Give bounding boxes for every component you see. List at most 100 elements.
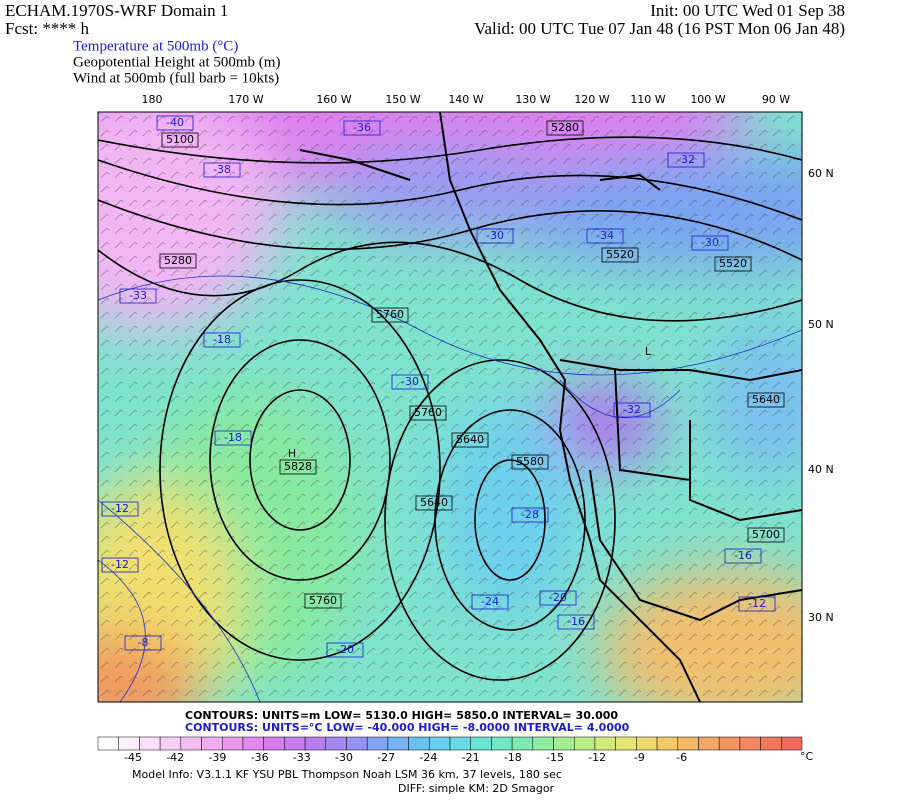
contour-label-box (451, 432, 489, 448)
contour-label: -36 (353, 121, 371, 134)
colorbar-swatch (159, 736, 182, 751)
contour-label-box (557, 614, 595, 630)
contour-label-box (343, 120, 381, 136)
colorbar-swatch (366, 736, 389, 751)
contour-label-box (159, 253, 197, 269)
latitude-label: 50 N (808, 318, 834, 331)
colorbar-swatch (180, 736, 202, 751)
contour-label: -33 (129, 289, 147, 302)
contour-label-box (601, 247, 639, 263)
init-time: Init: 00 UTC Wed 01 Sep 38 (650, 1, 845, 20)
contour-label-box (119, 288, 157, 304)
contour-label-box (409, 405, 447, 421)
colorbar-swatch (284, 736, 306, 751)
colorbar-label: -12 (588, 751, 606, 764)
colorbar-label: -27 (377, 751, 395, 764)
contour-label: -16 (734, 549, 752, 562)
colorbar-swatch (698, 736, 720, 751)
latitude-label: 60 N (808, 167, 834, 180)
colorbar-swatch (532, 736, 554, 751)
contour-label: 5280 (164, 254, 192, 267)
colorbar-swatch (97, 736, 119, 751)
contour-label: -12 (111, 502, 129, 515)
contour-label: -34 (596, 229, 614, 242)
contour-label-box (101, 557, 139, 573)
contour-label-box (326, 642, 364, 658)
colorbar-label: -33 (293, 751, 311, 764)
contour-label: 5580 (516, 455, 544, 468)
contour-label: 5760 (376, 308, 404, 321)
contour-label: -30 (701, 236, 719, 249)
contour-label-box (714, 256, 752, 272)
diff-info: DIFF: simple KM: 2D Smagor (398, 782, 555, 795)
contour-label-box (391, 374, 429, 390)
contour-label-box (511, 454, 549, 470)
colorbar-swatch (346, 736, 368, 751)
contour-label: -32 (623, 403, 641, 416)
contour-label-box (546, 120, 584, 136)
contour-label: 5520 (606, 248, 634, 261)
colorbar-swatch (594, 736, 616, 751)
contour-label-box (724, 548, 762, 564)
contour-label-box (279, 459, 317, 475)
contour-label: -28 (521, 508, 539, 521)
contour-label-box (691, 235, 729, 251)
contour-label-box (415, 495, 453, 511)
contour-label-box (203, 332, 241, 348)
contour-label: L (645, 345, 652, 358)
colorbar-swatch (636, 736, 658, 751)
colorbar-swatch (470, 736, 492, 751)
colorbar-swatch (677, 736, 699, 751)
longitude-label: 180 (142, 93, 163, 106)
contour-label-box (161, 132, 199, 148)
contour-label: -8 (138, 636, 149, 649)
longitude-label: 130 W (515, 93, 550, 106)
colorbar-swatch (263, 736, 285, 751)
contour-label-box (101, 501, 139, 517)
contour-label-box (214, 430, 252, 446)
forecast: Fcst: **** h (5, 19, 90, 38)
contour-label: -18 (224, 431, 242, 444)
colorbar-label: -24 (419, 751, 437, 764)
colorbar-swatch (325, 736, 347, 751)
colorbar-swatch (201, 736, 223, 751)
colorbar-swatch (553, 736, 575, 751)
contour-label: -12 (748, 597, 766, 610)
contour-label: 5828 (284, 460, 312, 473)
colorbar-swatch (304, 736, 327, 751)
colorbar-swatch (718, 736, 741, 751)
longitude-label: 150 W (385, 93, 420, 106)
contour-label-box (586, 228, 624, 244)
contour-label-box (667, 152, 705, 168)
colorbar-swatch (221, 736, 244, 751)
longitude-label: 100 W (690, 93, 725, 106)
model-info: Model Info: V3.1.1 KF YSU PBL Thompson N… (132, 768, 562, 781)
longitude-label: 140 W (448, 93, 483, 106)
contour-label-box (371, 307, 409, 323)
contour-label: -30 (486, 229, 504, 242)
latitude-label: 40 N (808, 463, 834, 476)
colorbar-label: -42 (166, 751, 184, 764)
title: ECHAM.1970S-WRF Domain 1 (5, 1, 228, 20)
colorbar-swatch (242, 736, 264, 751)
contour-label: 5520 (719, 257, 747, 270)
colorbar-swatch (511, 736, 534, 751)
contour-label-box (476, 228, 514, 244)
contour-label: -20 (549, 591, 567, 604)
colorbar-label: -15 (546, 751, 564, 764)
contour-label-box (747, 527, 785, 543)
colorbar-swatch (781, 736, 803, 751)
colorbar-label: -45 (124, 751, 142, 764)
colorbar-label: -36 (251, 751, 269, 764)
contour-label: 5280 (551, 121, 579, 134)
height-contours (98, 136, 802, 681)
colorbar-swatch (491, 736, 513, 751)
colorbar-swatch (387, 736, 409, 751)
colorbar-label: -30 (335, 751, 353, 764)
field-label: Geopotential Height at 500mb (m) (73, 54, 280, 70)
colorbar-swatch (139, 736, 161, 751)
colorbar-swatch (739, 736, 761, 751)
colorbar-swatch (573, 736, 596, 751)
